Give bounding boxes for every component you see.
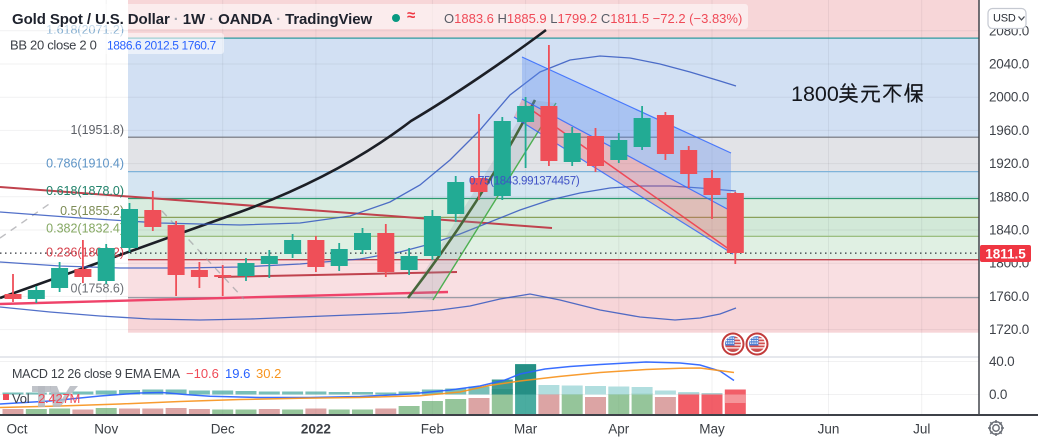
svg-text:Dec: Dec: [211, 422, 235, 437]
svg-text:−10.6: −10.6: [186, 366, 219, 381]
svg-text:1886.6 2012.5 1760.7: 1886.6 2012.5 1760.7: [107, 39, 217, 53]
svg-text:2.427M: 2.427M: [38, 391, 80, 406]
svg-text:Vol: Vol: [12, 391, 30, 406]
svg-text:1760.0: 1760.0: [989, 289, 1029, 304]
svg-text:May: May: [699, 422, 725, 437]
svg-text:1800: 1800: [791, 82, 839, 106]
svg-text:BB 20 close 2 0: BB 20 close 2 0: [10, 38, 97, 53]
svg-text:Mar: Mar: [514, 422, 538, 437]
svg-text:0.75(1843.991374457): 0.75(1843.991374457): [469, 176, 580, 188]
svg-text:Oct: Oct: [6, 422, 27, 437]
svg-text:2000.0: 2000.0: [989, 90, 1029, 105]
svg-text:Feb: Feb: [421, 422, 444, 437]
svg-text:USD: USD: [993, 13, 1016, 25]
svg-text:1720.0: 1720.0: [989, 322, 1029, 337]
svg-text:MACD 12 26 close 9 EMA EMA: MACD 12 26 close 9 EMA EMA: [12, 367, 181, 381]
svg-text:0.786(1910.4): 0.786(1910.4): [46, 157, 124, 171]
svg-text:1811.5: 1811.5: [985, 246, 1026, 261]
svg-text:Nov: Nov: [94, 422, 118, 437]
svg-text:0.618(1878.0): 0.618(1878.0): [46, 184, 124, 198]
svg-text:19.6: 19.6: [225, 366, 250, 381]
svg-text:0(1758.6): 0(1758.6): [70, 282, 124, 296]
svg-text:0.382(1832.4): 0.382(1832.4): [46, 222, 124, 236]
svg-text:1(1951.8): 1(1951.8): [70, 123, 124, 137]
svg-text:40.0: 40.0: [989, 354, 1014, 369]
svg-text:Jun: Jun: [818, 422, 840, 437]
svg-text:1840.0: 1840.0: [989, 223, 1029, 238]
svg-text:1920.0: 1920.0: [989, 156, 1029, 171]
svg-text:2022: 2022: [301, 422, 331, 437]
svg-text:0.5(1855.2): 0.5(1855.2): [60, 204, 124, 218]
svg-text:1960.0: 1960.0: [989, 123, 1029, 138]
svg-text:1880.0: 1880.0: [989, 189, 1029, 204]
svg-text:30.2: 30.2: [256, 366, 281, 381]
svg-text:2040.0: 2040.0: [989, 57, 1029, 72]
svg-text:0.0: 0.0: [989, 387, 1007, 402]
svg-text:Apr: Apr: [608, 422, 630, 437]
svg-text:Jul: Jul: [913, 422, 930, 437]
